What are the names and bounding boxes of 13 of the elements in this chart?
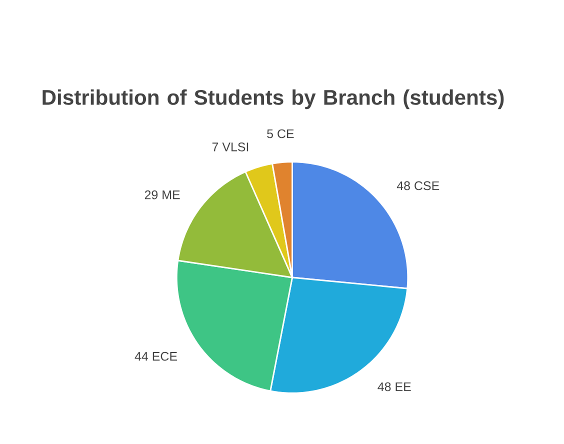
data-label: 7	[212, 142, 218, 152]
slice-label: VLSI	[222, 142, 248, 152]
chart-title: Distribution of Students by Branch (students)	[42, 89, 504, 109]
data-label: 48	[378, 382, 391, 392]
slice-label: EE	[396, 382, 411, 391]
slice-label: CE	[278, 129, 294, 138]
slice-label: CSE	[414, 181, 440, 190]
data-label: 44	[134, 352, 148, 361]
slice-label: ME	[162, 190, 180, 200]
data-label: 5	[267, 129, 273, 138]
data-label: 29	[144, 190, 158, 200]
slice-label: ECE	[152, 352, 177, 361]
data-label: 48	[396, 181, 410, 190]
